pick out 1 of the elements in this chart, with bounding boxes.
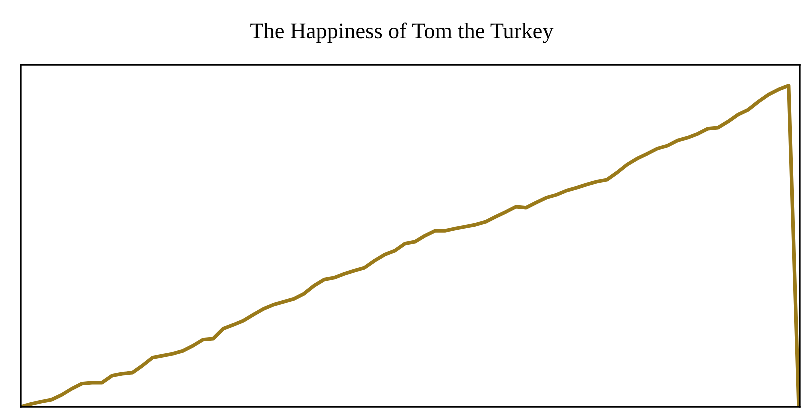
chart-title: The Happiness of Tom the Turkey <box>250 22 554 44</box>
